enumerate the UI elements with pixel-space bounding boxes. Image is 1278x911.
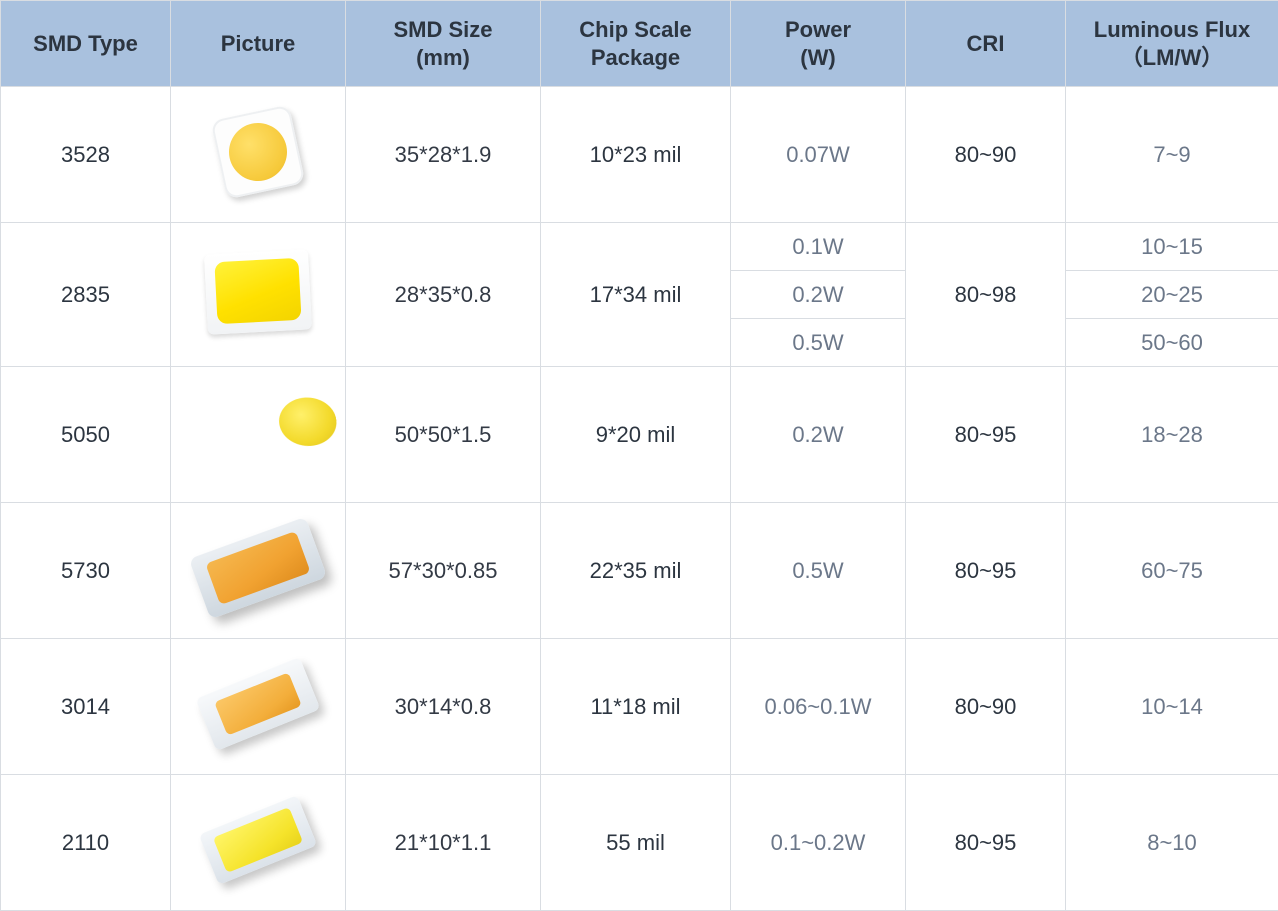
cell-power: 0.2W: [731, 367, 906, 503]
cri-value: 80~90: [955, 142, 1017, 167]
led-chip-icon: [199, 795, 318, 885]
cell-flux: 8~10: [1066, 775, 1278, 911]
header-picture: Picture: [171, 1, 346, 87]
cell-smd-type: 2110: [1, 775, 171, 911]
cell-csp: 55 mil: [541, 775, 731, 911]
cell-flux: 18~28: [1066, 367, 1278, 503]
cell-value: 0.5W: [792, 558, 843, 583]
led-chip-icon: [211, 104, 306, 199]
header-csp: Chip ScalePackage: [541, 1, 731, 87]
cell-picture: [171, 87, 346, 223]
cell-size: 21*10*1.1: [346, 775, 541, 911]
cell-cri: 80~90: [906, 87, 1066, 223]
cell-flux: 10~1520~2550~60: [1066, 223, 1278, 367]
cell-cri: 80~90: [906, 639, 1066, 775]
header-smd-type: SMD Type: [1, 1, 171, 87]
cell-value: 0.06~0.1W: [764, 694, 871, 719]
led-chip-icon: [196, 657, 321, 751]
smd-type-value: 5050: [61, 422, 110, 447]
table-row: 2110 21*10*1.1 55 mil 0.1~0.2W 80~95 8~10: [1, 775, 1278, 911]
header-size: SMD Size(mm): [346, 1, 541, 87]
cri-value: 80~98: [955, 282, 1017, 307]
cell-csp: 11*18 mil: [541, 639, 731, 775]
cell-flux: 60~75: [1066, 503, 1278, 639]
cell-picture: [171, 639, 346, 775]
header-row: SMD Type Picture SMD Size(mm) Chip Scale…: [1, 1, 1278, 87]
cell-size: 28*35*0.8: [346, 223, 541, 367]
cell-value: 60~75: [1141, 558, 1203, 583]
cell-value: 7~9: [1153, 142, 1190, 167]
smd-type-value: 5730: [61, 558, 110, 583]
led-chip-icon: [189, 516, 327, 619]
led-chip-icon: [203, 383, 318, 485]
smd-type-value: 2835: [61, 282, 110, 307]
cell-picture: [171, 503, 346, 639]
cell-cri: 80~98: [906, 223, 1066, 367]
cell-value: 18~28: [1141, 422, 1203, 447]
cell-power: 0.1W0.2W0.5W: [731, 223, 906, 367]
cell-size: 50*50*1.5: [346, 367, 541, 503]
cell-subvalue: 10~15: [1066, 223, 1278, 270]
cell-csp: 10*23 mil: [541, 87, 731, 223]
csp-value: 9*20 mil: [596, 422, 675, 447]
table-row: 5730 57*30*0.85 22*35 mil 0.5W 80~95 60~75: [1, 503, 1278, 639]
cell-subvalue: 0.1W: [731, 223, 905, 270]
cell-value: 0.2W: [792, 422, 843, 447]
cell-flux: 10~14: [1066, 639, 1278, 775]
cell-csp: 9*20 mil: [541, 367, 731, 503]
smd-spec-table: SMD Type Picture SMD Size(mm) Chip Scale…: [0, 0, 1278, 911]
csp-value: 17*34 mil: [590, 282, 682, 307]
smd-type-value: 3528: [61, 142, 110, 167]
header-power: Power(W): [731, 1, 906, 87]
cri-value: 80~90: [955, 694, 1017, 719]
cell-power: 0.06~0.1W: [731, 639, 906, 775]
cell-picture: [171, 775, 346, 911]
cell-flux: 7~9: [1066, 87, 1278, 223]
table-body: 352835*28*1.910*23 mil0.07W80~907~928352…: [1, 87, 1278, 911]
led-chip-icon: [204, 249, 312, 334]
cell-picture: [171, 367, 346, 503]
cell-value: 10~14: [1141, 694, 1203, 719]
cri-value: 80~95: [955, 558, 1017, 583]
cell-size: 35*28*1.9: [346, 87, 541, 223]
cell-cri: 80~95: [906, 503, 1066, 639]
cell-value: 8~10: [1147, 830, 1197, 855]
cell-subvalue: 0.2W: [731, 270, 905, 318]
smd-type-value: 2110: [62, 830, 109, 855]
cell-smd-type: 5050: [1, 367, 171, 503]
cell-power: 0.07W: [731, 87, 906, 223]
cell-size: 30*14*0.8: [346, 639, 541, 775]
cell-value: 0.1~0.2W: [771, 830, 866, 855]
cell-smd-type: 3014: [1, 639, 171, 775]
cell-subvalue: 50~60: [1066, 318, 1278, 366]
cell-cri: 80~95: [906, 775, 1066, 911]
cell-subvalue: 20~25: [1066, 270, 1278, 318]
csp-value: 55 mil: [606, 830, 665, 855]
csp-value: 22*35 mil: [590, 558, 682, 583]
cri-value: 80~95: [955, 422, 1017, 447]
cell-power: 0.1~0.2W: [731, 775, 906, 911]
cell-cri: 80~95: [906, 367, 1066, 503]
csp-value: 10*23 mil: [590, 142, 682, 167]
cell-subvalue: 0.5W: [731, 318, 905, 366]
table-row: 5050 50*50*1.5 9*20 mil 0.2W 80~95 18~28: [1, 367, 1278, 503]
cell-csp: 22*35 mil: [541, 503, 731, 639]
cell-power: 0.5W: [731, 503, 906, 639]
table-row: 3528 35*28*1.9 10*23 mil 0.07W 80~90 7~9: [1, 87, 1278, 223]
table-row: 3014 30*14*0.8 11*18 mil 0.06~0.1W 80~90 10~1…: [1, 639, 1278, 775]
cell-smd-type: 3528: [1, 87, 171, 223]
table-header: SMD Type Picture SMD Size(mm) Chip Scale…: [1, 1, 1278, 87]
cell-smd-type: 2835: [1, 223, 171, 367]
cell-smd-type: 5730: [1, 503, 171, 639]
csp-value: 11*18 mil: [590, 694, 680, 719]
cell-picture: [171, 223, 346, 367]
cri-value: 80~95: [955, 830, 1017, 855]
smd-type-value: 3014: [61, 694, 110, 719]
header-flux: Luminous Flux（LM/W）: [1066, 1, 1278, 87]
header-cri: CRI: [906, 1, 1066, 87]
cell-value: 0.07W: [786, 142, 850, 167]
cell-size: 57*30*0.85: [346, 503, 541, 639]
cell-csp: 17*34 mil: [541, 223, 731, 367]
table-row: 2835 28*35*0.8 17*34 mil 0.1W0.2W0.5W 80~98 1…: [1, 223, 1278, 367]
